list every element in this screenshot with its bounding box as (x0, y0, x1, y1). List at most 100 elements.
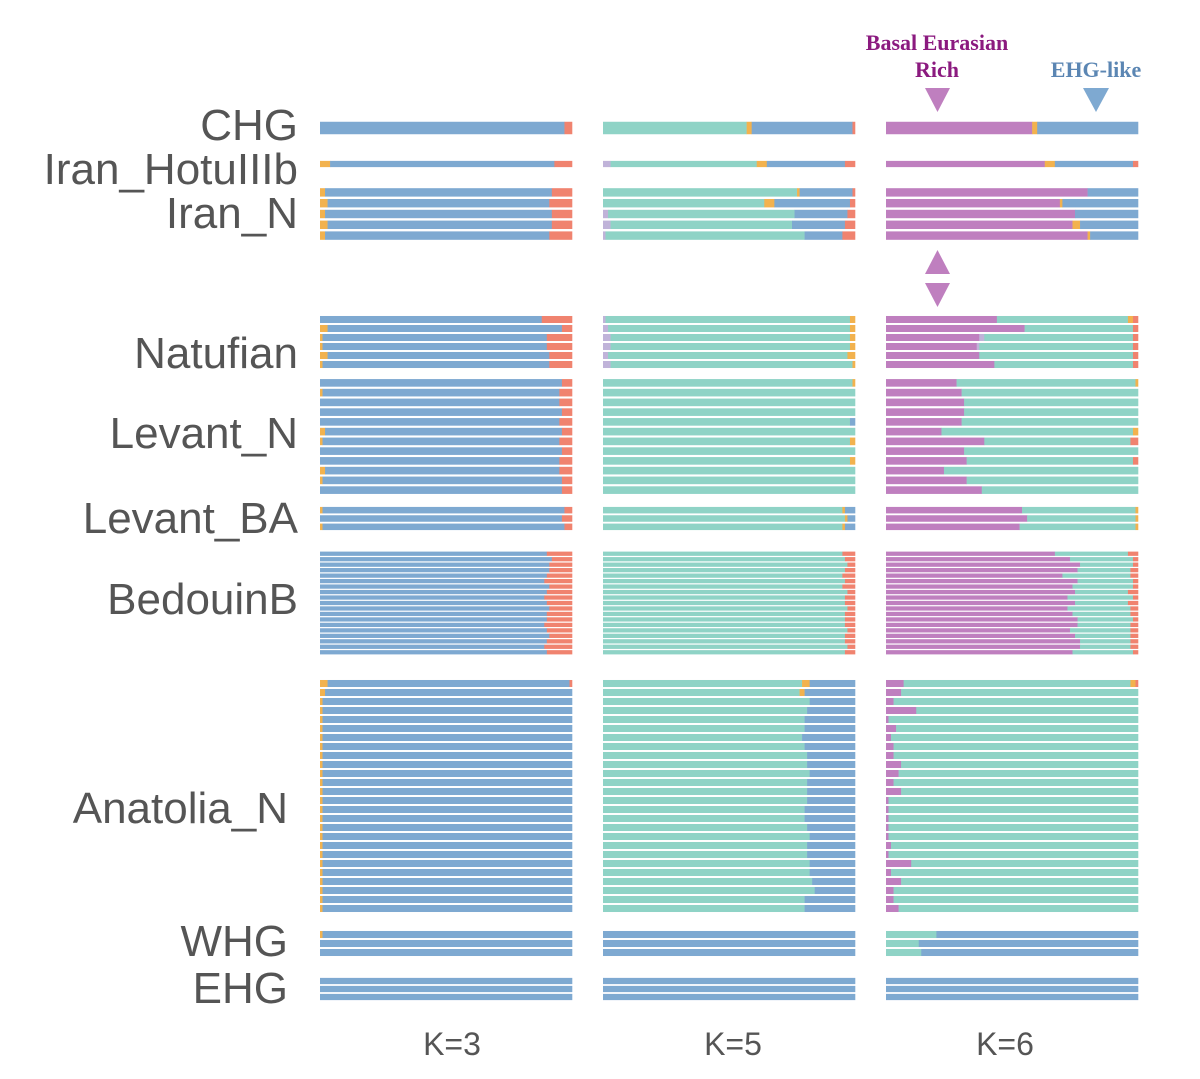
anatolia_n-k3-sample-4-orange-segment (320, 706, 323, 715)
anatolia_n-k6-sample-5-purple-segment (886, 715, 889, 724)
natufian-k5-sample-5-lavender-segment (603, 351, 609, 360)
group-label-whg: WHG (180, 917, 288, 966)
anatolia_n-k6-sample-15-purple-segment (886, 805, 889, 814)
anatolia_n-k5-sample-25-blue-segment (804, 895, 856, 904)
anatolia_n-k6-sample-26-purple-segment (886, 904, 899, 913)
bedouinb-k3-sample-14-red-segment (544, 622, 573, 628)
bedouinb-k3-sample-9-red-segment (544, 595, 573, 600)
bedouinb-k6-sample-8-purple-segment (886, 589, 1076, 595)
anatolia_n-k6-sample-11-purple-segment (886, 769, 899, 778)
bedouinb-k3-sample-11-red-segment (549, 606, 573, 611)
anatolia_n-k5-sample-21-blue-segment (809, 859, 856, 868)
bedouinb-k6-sample-5-teal-segment (1062, 573, 1131, 578)
natufian-k5-sample-3-teal-segment (610, 333, 851, 342)
bedouinb-k6-sample-3-red-segment (1132, 562, 1139, 567)
anatolia_n-k3-sample-14-orange-segment (320, 796, 323, 805)
levant_ba-k5-sample-1-teal-segment (603, 506, 843, 514)
group-label-natufian: Natufian (134, 329, 298, 378)
bedouinb-k3-sample-5-blue-segment (320, 573, 548, 578)
anatolia_n-k5-sample-20-blue-segment (807, 850, 856, 859)
natufian-k5-sample-1-orange-segment (849, 315, 856, 324)
whg-k5-sample-3-blue-segment (603, 948, 856, 957)
levant_n-k5-sample-1-teal-segment (603, 379, 853, 387)
levant_n-k6-sample-8-teal-segment (964, 447, 1139, 455)
anatolia_n-k6-sample-13-purple-segment (886, 787, 902, 796)
iran_hotuiiib-k3-sample-1-blue-segment (330, 160, 555, 168)
anatolia_n-k3-sample-24-blue-segment (322, 886, 573, 895)
bedouinb-k3-sample-17-blue-segment (320, 639, 548, 644)
whg-k3-sample-3-blue-segment (320, 948, 573, 957)
bedouinb-k6-sample-14-purple-segment (886, 622, 1078, 628)
natufian-k5-sample-6-lavender-segment (603, 360, 611, 369)
ehg-k6-sample-2-blue-segment (886, 985, 1139, 993)
levant_ba-k6-sample-3-orange-segment (1135, 523, 1139, 531)
anatolia_n-k3-sample-15-orange-segment (320, 805, 323, 814)
levant_n-k6-sample-7-red-segment (1130, 437, 1139, 446)
levant_n-k5-sample-4-teal-segment (603, 408, 856, 416)
bedouinb-k5-sample-14-teal-segment (603, 622, 846, 628)
natufian-k5-sample-4-lavender-segment (603, 342, 611, 351)
anatolia_n-k6-sample-2-teal-segment (901, 688, 1139, 697)
whg-k6-sample-2-teal-segment (886, 939, 920, 948)
natufian-k3-sample-5-red-segment (549, 351, 573, 360)
anatolia_n-k6-sample-4-teal-segment (916, 706, 1139, 715)
ehg-k3-sample-2-blue-segment (320, 985, 573, 993)
anatolia_n-k5-sample-19-teal-segment (603, 841, 808, 850)
natufian-k6-sample-1-red-segment (1132, 315, 1139, 324)
bedouinb-k3-sample-13-blue-segment (320, 617, 548, 622)
anatolia_n-k6-sample-14-purple-segment (886, 796, 889, 805)
levant_n-k6-sample-10-purple-segment (886, 466, 945, 475)
bedouinb-k3-sample-16-blue-segment (320, 633, 550, 638)
anatolia_n-k3-sample-10-blue-segment (322, 760, 573, 769)
natufian-k5-sample-2-orange-segment (849, 324, 856, 333)
anatolia_n-k3-sample-22-orange-segment (320, 868, 323, 877)
anatolia_n-k6-sample-25-teal-segment (893, 895, 1139, 904)
iran_n-k3-sample-4-red-segment (551, 220, 573, 230)
bedouinb-k6-sample-10-red-segment (1127, 600, 1139, 606)
bedouinb-k3-sample-8-blue-segment (320, 589, 548, 595)
levant_n-k6-sample-7-teal-segment (984, 437, 1131, 446)
iran_hotuiiib-k5-sample-1-blue-segment (766, 160, 846, 168)
levant_n-k3-sample-7-blue-segment (322, 437, 560, 446)
bedouinb-k5-sample-12-teal-segment (603, 611, 846, 617)
iran_n-k6-sample-5-orange-segment (1087, 231, 1091, 240)
bedouinb-k6-sample-18-red-segment (1130, 644, 1139, 649)
anatolia_n-k6-sample-13-teal-segment (901, 787, 1139, 796)
anatolia_n-k5-sample-17-teal-segment (603, 823, 808, 832)
levant_n-k5-sample-5-teal-segment (603, 418, 851, 426)
anatolia_n-k5-sample-12-teal-segment (603, 778, 808, 787)
bedouinb-k5-sample-7-red-segment (842, 584, 856, 589)
bedouinb-k3-sample-2-red-segment (551, 557, 573, 562)
anatolia_n-k6-sample-1-teal-segment (903, 679, 1131, 688)
levant_ba-k3-sample-1-blue-segment (322, 506, 565, 514)
anatolia_n-k5-sample-15-blue-segment (804, 805, 856, 814)
bedouinb-k5-sample-4-teal-segment (603, 568, 846, 573)
bedouinb-k6-sample-7-teal-segment (1072, 584, 1134, 589)
natufian-k5-sample-5-teal-segment (608, 351, 848, 360)
iran_n-k6-sample-1-blue-segment (1087, 188, 1139, 197)
whg-k6-sample-1-teal-segment (886, 930, 937, 939)
bedouinb-k5-sample-19-teal-segment (603, 650, 846, 655)
iran_n-k3-sample-3-orange-segment (320, 209, 326, 219)
natufian-k3-sample-3-orange-segment (320, 333, 323, 342)
bedouinb-k3-sample-15-blue-segment (320, 628, 548, 633)
natufian-k6-sample-1-purple-segment (886, 315, 998, 324)
levant_n-k6-sample-1-purple-segment (886, 379, 957, 387)
anatolia_n-k3-sample-25-orange-segment (320, 895, 323, 904)
natufian-k5-sample-4-orange-segment (849, 342, 856, 351)
iran_hotuiiib-k5-sample-1-red-segment (844, 160, 856, 168)
iran_n-k5-sample-1-red-segment (852, 188, 856, 197)
anatolia_n-k6-sample-25-purple-segment (886, 895, 894, 904)
natufian-k3-sample-5-orange-segment (320, 351, 328, 360)
iran_n-k3-sample-2-red-segment (549, 198, 573, 208)
bedouinb-k6-sample-1-teal-segment (1054, 551, 1129, 556)
iran_n-k5-sample-2-teal-segment (603, 198, 765, 208)
ehg-k6-sample-3-blue-segment (886, 993, 1139, 1001)
iran_n-k6-sample-2-blue-segment (1062, 198, 1139, 208)
bedouinb-k6-sample-9-purple-segment (886, 595, 1068, 600)
bedouinb-k5-sample-11-red-segment (847, 606, 856, 611)
levant_n-k6-sample-4-purple-segment (886, 408, 965, 416)
whg-k3-sample-1-orange-segment (320, 930, 323, 939)
iran_hotuiiib-k6-sample-1-blue-segment (1054, 160, 1134, 168)
bedouinb-k5-sample-7-teal-segment (603, 584, 843, 589)
